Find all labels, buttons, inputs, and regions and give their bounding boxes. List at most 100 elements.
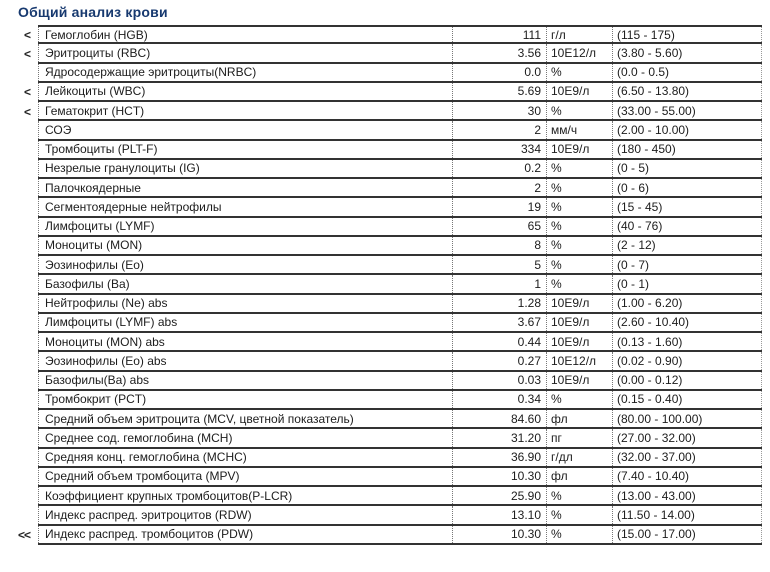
table-row: Незрелые гранулоциты (IG) 0.2 % (0 - 5) [0,159,762,179]
parameter-name: Лимфоциты (LYMF) [38,217,452,235]
abnormal-flag [0,179,38,198]
parameter-name: Моноциты (MON) [38,236,452,254]
result-value: 5.69 [452,82,546,100]
result-unit: % [546,102,612,120]
result-unit: 10E9/л [546,371,612,389]
row-cells: Лимфоциты (LYMF) 65 % (40 - 76) [38,217,762,237]
result-value: 3.56 [452,44,546,62]
abnormal-flag [0,468,38,487]
result-value: 13.10 [452,506,546,524]
result-unit: % [546,487,612,505]
reference-range: (2.60 - 10.40) [612,313,762,331]
result-value: 1.28 [452,294,546,312]
abnormal-flag [0,314,38,333]
row-cells: Индекс распред. эритроцитов (RDW) 13.10 … [38,506,762,526]
table-row: СОЭ 2 мм/ч (2.00 - 10.00) [0,121,762,141]
table-row: Моноциты (MON) 8 % (2 - 12) [0,236,762,256]
result-unit: 10E9/л [546,82,612,100]
abnormal-flag [0,64,38,83]
reference-range: (0 - 1) [612,275,762,293]
abnormal-flag [0,256,38,275]
parameter-name: Коэффициент крупных тромбоцитов(P-LCR) [38,487,452,505]
parameter-name: Базофилы(Ba) abs [38,371,452,389]
table-row: Нейтрофилы (Ne) abs 1.28 10E9/л (1.00 - … [0,294,762,314]
result-unit: % [546,275,612,293]
table-row: Эозинофилы (Eo) abs 0.27 10E12/л (0.02 -… [0,352,762,372]
result-unit: 10E9/л [546,333,612,351]
result-value: 0.0 [452,63,546,81]
result-value: 19 [452,198,546,216]
row-cells: Индекс распред. тромбоцитов (PDW) 10.30 … [38,525,762,545]
abnormal-flag [0,218,38,237]
result-unit: % [546,236,612,254]
row-cells: Базофилы(Ba) abs 0.03 10E9/л (0.00 - 0.1… [38,371,762,391]
result-value: 84.60 [452,410,546,428]
result-value: 0.2 [452,159,546,177]
reference-range: (0 - 5) [612,159,762,177]
parameter-name: Индекс распред. эритроцитов (RDW) [38,506,452,524]
row-cells: Лейкоциты (WBC) 5.69 10E9/л (6.50 - 13.8… [38,82,762,102]
abnormal-flag: < [23,27,31,42]
reference-range: (33.00 - 55.00) [612,102,762,120]
table-row: Лимфоциты (LYMF) 65 % (40 - 76) [0,217,762,237]
parameter-name: Тромбокрит (PCT) [38,390,452,408]
abnormal-flag [0,198,38,217]
row-cells: Незрелые гранулоциты (IG) 0.2 % (0 - 5) [38,159,762,179]
result-unit: 10E12/л [546,44,612,62]
row-cells: Средний объем эритроцита (MCV, цветной п… [38,410,762,430]
parameter-name: Тромбоциты (PLT-F) [38,140,452,158]
table-row: Коэффициент крупных тромбоцитов(P-LCR) 2… [0,487,762,507]
table-row: << Индекс распред. тромбоцитов (PDW) 10.… [0,525,762,545]
result-value: 0.03 [452,371,546,389]
reference-range: (6.50 - 13.80) [612,82,762,100]
result-value: 2 [452,179,546,197]
reference-range: (0.13 - 1.60) [612,333,762,351]
reference-range: (40 - 76) [612,217,762,235]
parameter-name: Эозинофилы (Eo) abs [38,352,452,370]
table-row: Средний объем эритроцита (MCV, цветной п… [0,410,762,430]
result-value: 10.30 [452,525,546,543]
result-value: 36.90 [452,448,546,466]
abnormal-flag [0,429,38,448]
parameter-name: Моноциты (MON) abs [38,333,452,351]
table-row: Базофилы (Ba) 1 % (0 - 1) [0,275,762,295]
result-unit: % [546,256,612,274]
parameter-name: Индекс распред. тромбоцитов (PDW) [38,525,452,543]
row-cells: Коэффициент крупных тромбоцитов(P-LCR) 2… [38,487,762,507]
abnormal-flag [0,487,38,506]
parameter-name: Лимфоциты (LYMF) abs [38,313,452,331]
result-value: 0.27 [452,352,546,370]
abnormal-flag [0,410,38,429]
row-cells: Гематокрит (HCT) 30 % (33.00 - 55.00) [38,102,762,122]
result-unit: % [546,179,612,197]
abnormal-flag [0,449,38,468]
result-unit: 10E9/л [546,313,612,331]
parameter-name: Сегментоядерные нейтрофилы [38,198,452,216]
abnormal-flag [0,333,38,352]
table-row: Среднее сод. гемоглобина (MCH) 31.20 пг … [0,429,762,449]
result-unit: 10E9/л [546,294,612,312]
reference-range: (1.00 - 6.20) [612,294,762,312]
row-cells: Лимфоциты (LYMF) abs 3.67 10E9/л (2.60 -… [38,313,762,333]
table-row: Тромбокрит (PCT) 0.34 % (0.15 - 0.40) [0,390,762,410]
row-cells: Средний объем тромбоцита (MPV) 10.30 фл … [38,467,762,487]
result-unit: 10E9/л [546,140,612,158]
result-unit: % [546,159,612,177]
reference-range: (0 - 7) [612,256,762,274]
result-value: 25.90 [452,487,546,505]
table-row: Моноциты (MON) abs 0.44 10E9/л (0.13 - 1… [0,333,762,353]
reference-range: (2 - 12) [612,236,762,254]
reference-range: (0.00 - 0.12) [612,371,762,389]
abnormal-flag [0,160,38,179]
result-value: 111 [452,27,546,43]
reference-range: (0.15 - 0.40) [612,390,762,408]
result-unit: фл [546,410,612,428]
row-cells: Эозинофилы (Eo) abs 0.27 10E12/л (0.02 -… [38,352,762,372]
row-cells: Среднее сод. гемоглобина (MCH) 31.20 пг … [38,429,762,449]
table-row: Средний объем тромбоцита (MPV) 10.30 фл … [0,467,762,487]
row-cells: Моноциты (MON) abs 0.44 10E9/л (0.13 - 1… [38,333,762,353]
parameter-name: Незрелые гранулоциты (IG) [38,159,452,177]
parameter-name: СОЭ [38,121,452,139]
reference-range: (115 - 175) [612,27,762,43]
abnormal-flag [0,237,38,256]
